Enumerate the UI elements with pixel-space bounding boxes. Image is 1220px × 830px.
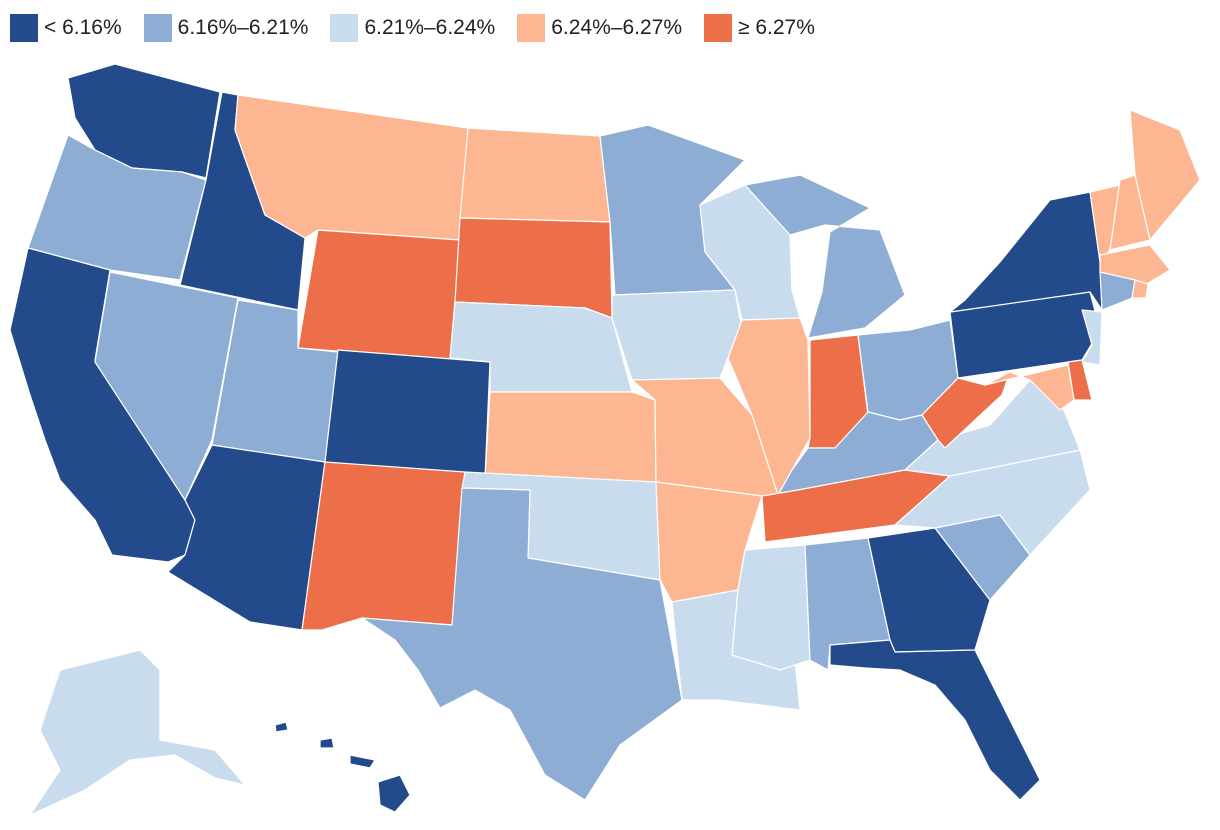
legend-swatch bbox=[10, 14, 38, 42]
state-NV[interactable] bbox=[94, 271, 239, 501]
legend-label: 6.21%–6.24% bbox=[364, 16, 496, 39]
legend-item: 6.24%–6.27% bbox=[517, 14, 682, 42]
legend: < 6.16% 6.16%–6.21% 6.21%–6.24% 6.24%–6.… bbox=[10, 12, 815, 44]
state-WV[interactable] bbox=[921, 371, 1011, 449]
state-MT[interactable] bbox=[234, 94, 469, 241]
legend-item: ≥ 6.27% bbox=[704, 14, 815, 42]
legend-item: 6.16%–6.21% bbox=[143, 14, 309, 42]
legend-swatch bbox=[143, 14, 172, 42]
state-ND[interactable] bbox=[459, 127, 611, 223]
legend-label: < 6.16% bbox=[44, 16, 122, 39]
state-TX[interactable] bbox=[361, 487, 683, 801]
state-NY[interactable] bbox=[949, 191, 1103, 313]
state-NJ[interactable] bbox=[1081, 309, 1103, 366]
legend-item: 6.21%–6.24% bbox=[330, 14, 495, 42]
legend-swatch bbox=[704, 14, 732, 42]
legend-label: 6.16%–6.21% bbox=[177, 16, 309, 39]
legend-item: < 6.16% bbox=[10, 14, 122, 42]
state-NM[interactable] bbox=[301, 461, 466, 631]
state-FL[interactable] bbox=[829, 639, 1041, 801]
state-AK[interactable] bbox=[29, 649, 246, 816]
legend-swatch bbox=[330, 14, 359, 42]
state-MA[interactable] bbox=[1099, 244, 1171, 286]
state-MD[interactable] bbox=[984, 364, 1075, 411]
state-MI[interactable] bbox=[744, 174, 906, 339]
legend-label: ≥ 6.27% bbox=[738, 16, 815, 39]
state-MS[interactable] bbox=[731, 544, 811, 671]
state-CO[interactable] bbox=[324, 349, 491, 479]
state-RI[interactable] bbox=[1131, 279, 1149, 299]
state-HI[interactable] bbox=[274, 721, 411, 813]
legend-label: 6.24%–6.27% bbox=[551, 16, 682, 39]
state-IA[interactable] bbox=[611, 289, 743, 381]
state-WY[interactable] bbox=[297, 229, 461, 361]
legend-swatch bbox=[517, 14, 546, 42]
state-ME[interactable] bbox=[1129, 109, 1201, 241]
state-KS[interactable] bbox=[484, 391, 657, 483]
